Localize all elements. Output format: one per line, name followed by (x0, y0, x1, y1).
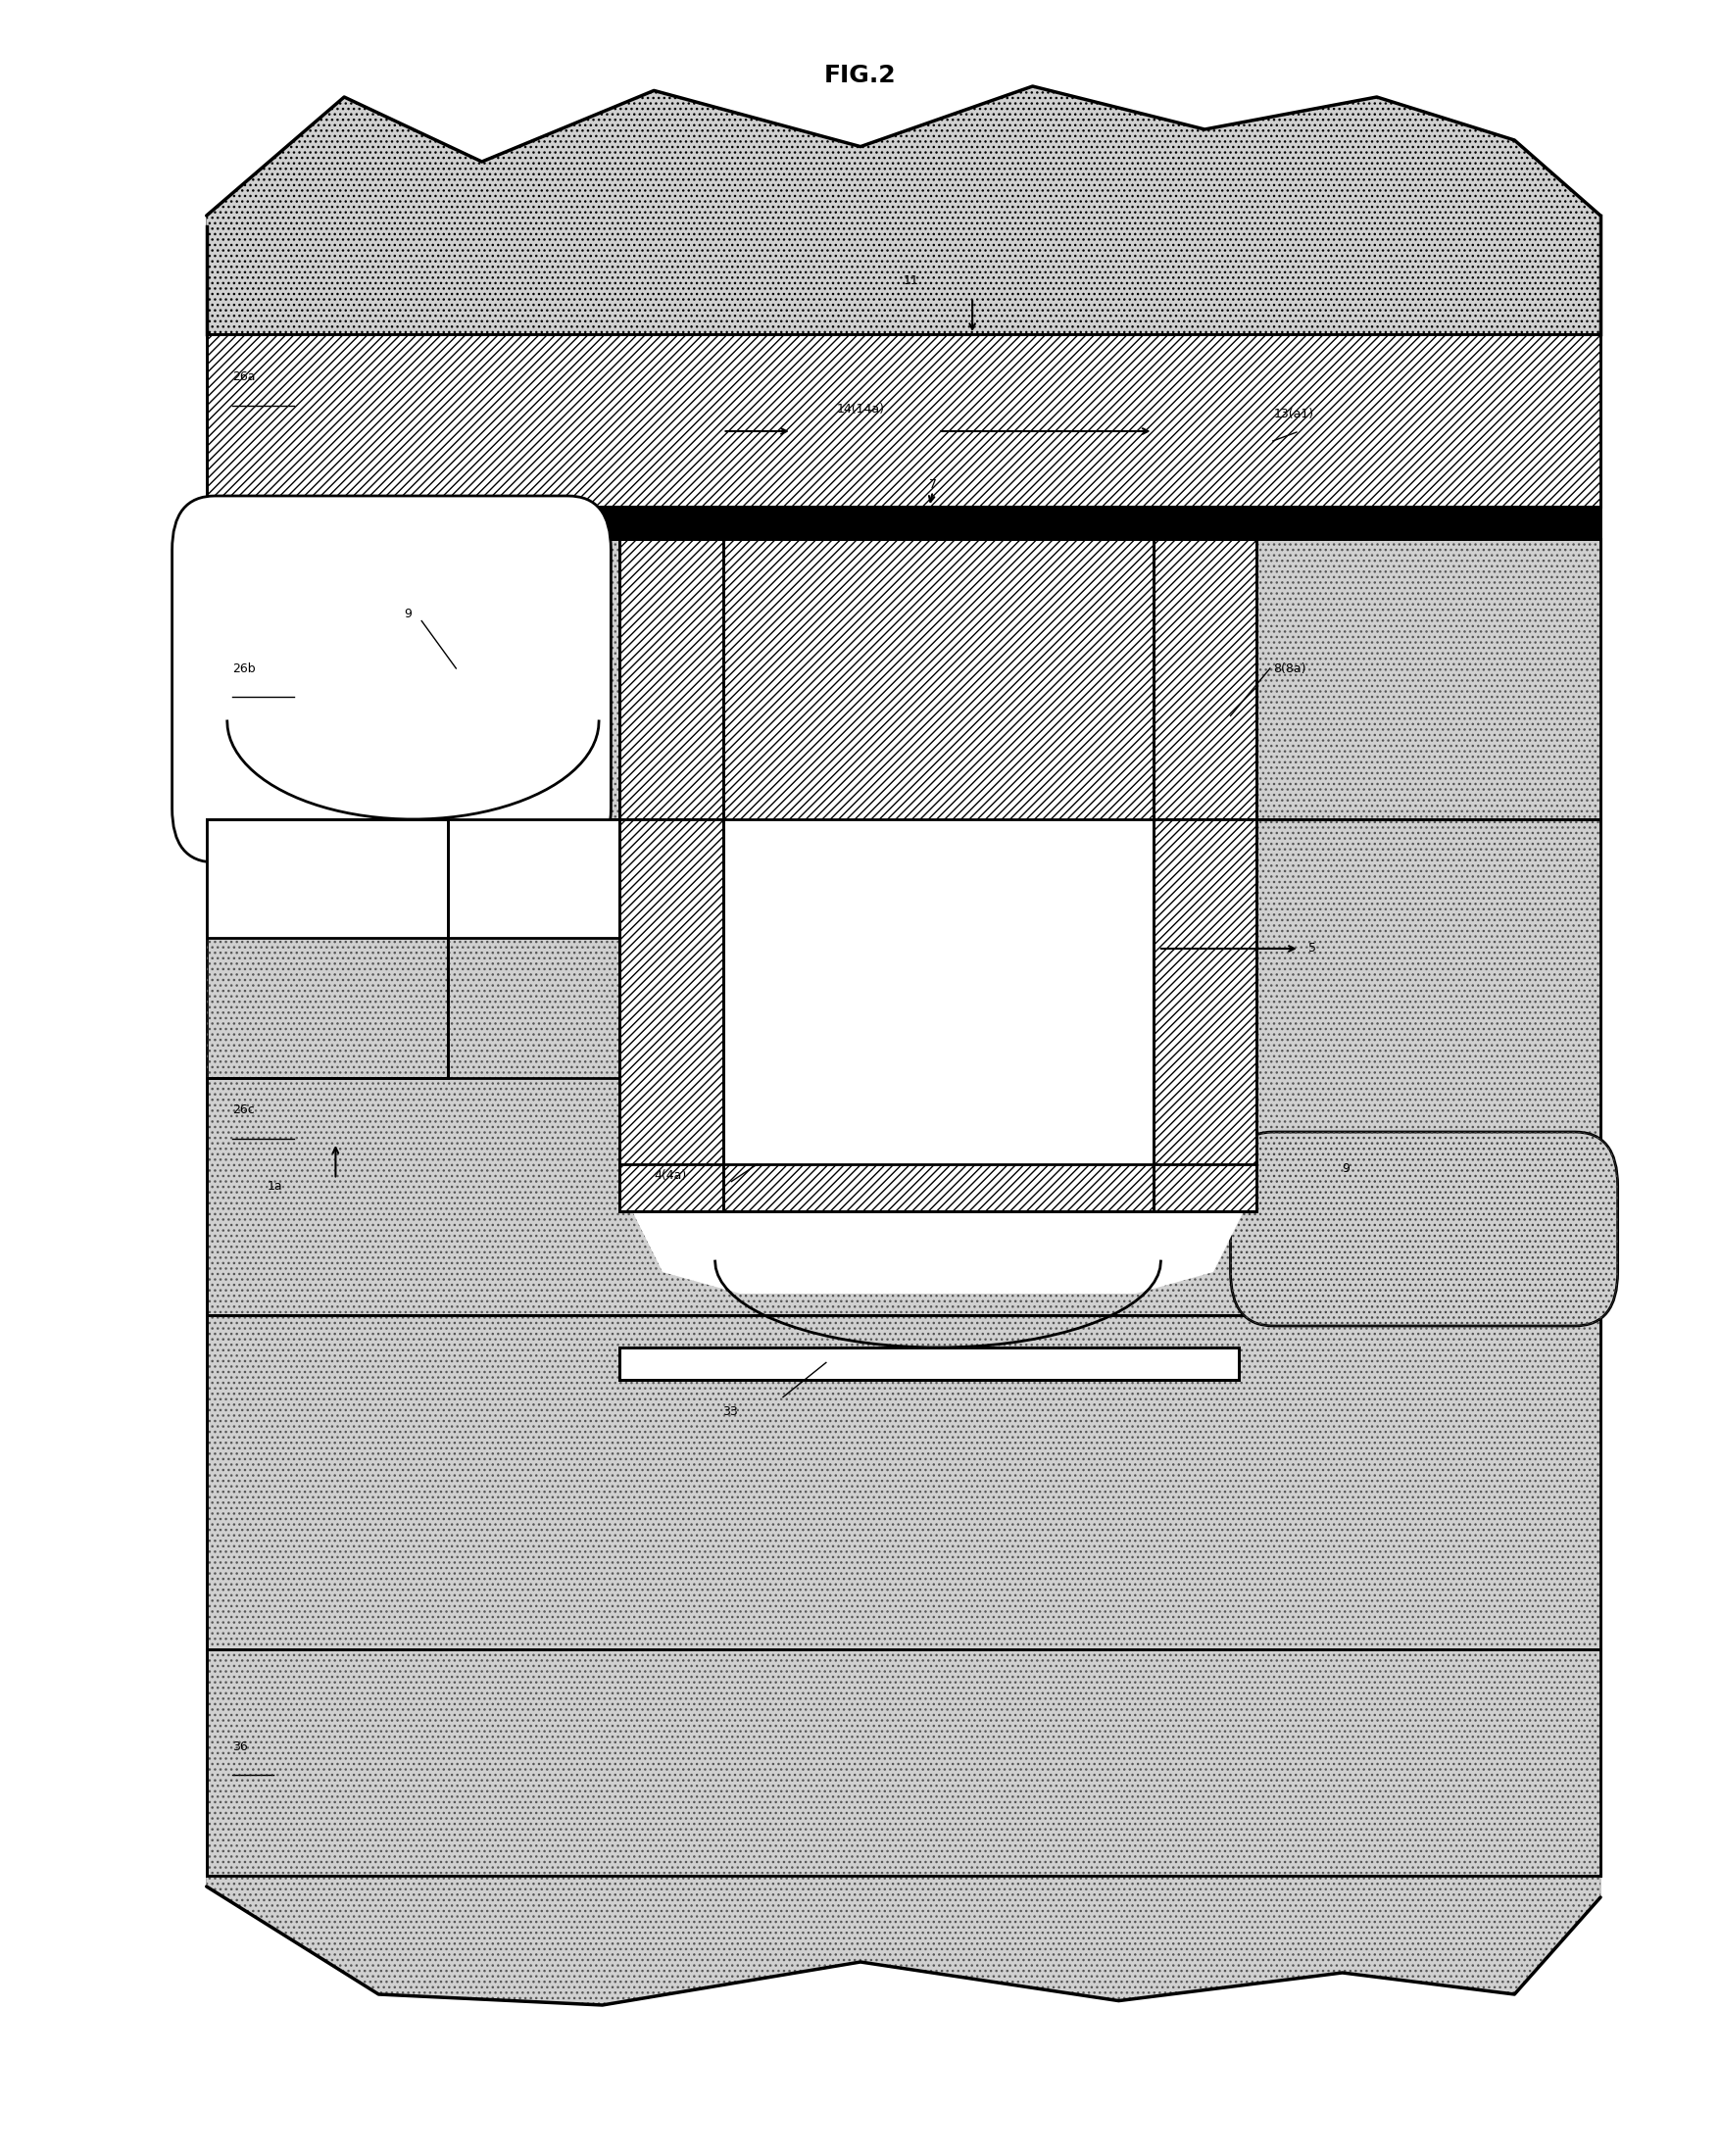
Polygon shape (619, 819, 1256, 1283)
Bar (206, 819, 1600, 1315)
Bar (1152, 539, 1256, 819)
Bar (206, 334, 1600, 507)
Bar (722, 819, 1152, 1212)
Bar (1152, 819, 1256, 1212)
FancyBboxPatch shape (1230, 1132, 1617, 1326)
Bar (722, 539, 1152, 819)
Bar (206, 1649, 1600, 1876)
Polygon shape (206, 86, 1600, 334)
FancyBboxPatch shape (172, 496, 611, 862)
Bar (206, 819, 447, 1078)
Text: FIG.2: FIG.2 (824, 65, 896, 86)
Text: 26b: 26b (232, 662, 255, 675)
Bar (619, 1348, 1238, 1380)
Polygon shape (206, 1876, 1600, 2005)
Bar (206, 819, 447, 1078)
Bar (206, 1315, 1600, 1649)
Bar (206, 539, 1600, 819)
Polygon shape (619, 1186, 1256, 1294)
Text: 26c: 26c (232, 1104, 255, 1117)
Text: 4(4a): 4(4a) (654, 1169, 686, 1181)
Bar (206, 1649, 1600, 1876)
Bar (206, 539, 1600, 819)
Text: 5: 5 (1307, 942, 1316, 955)
Text: 26a: 26a (232, 371, 255, 384)
Text: 11: 11 (903, 274, 918, 287)
Bar (619, 1164, 1256, 1212)
Text: 13(a1): 13(a1) (1273, 407, 1312, 420)
Bar (206, 819, 1600, 1315)
Text: 1a: 1a (267, 1179, 282, 1192)
Text: 9: 9 (1342, 1162, 1348, 1175)
Text: 9: 9 (404, 608, 411, 621)
Text: 33: 33 (722, 1406, 738, 1419)
Bar (619, 819, 722, 1212)
Bar (206, 507, 1600, 539)
Bar (206, 1315, 1600, 1649)
Text: 8(8a): 8(8a) (1273, 662, 1305, 675)
Bar (619, 539, 722, 819)
Text: 7: 7 (929, 479, 937, 492)
Bar (206, 819, 619, 938)
Text: 36: 36 (232, 1740, 248, 1753)
Text: 14(14a): 14(14a) (836, 403, 884, 416)
